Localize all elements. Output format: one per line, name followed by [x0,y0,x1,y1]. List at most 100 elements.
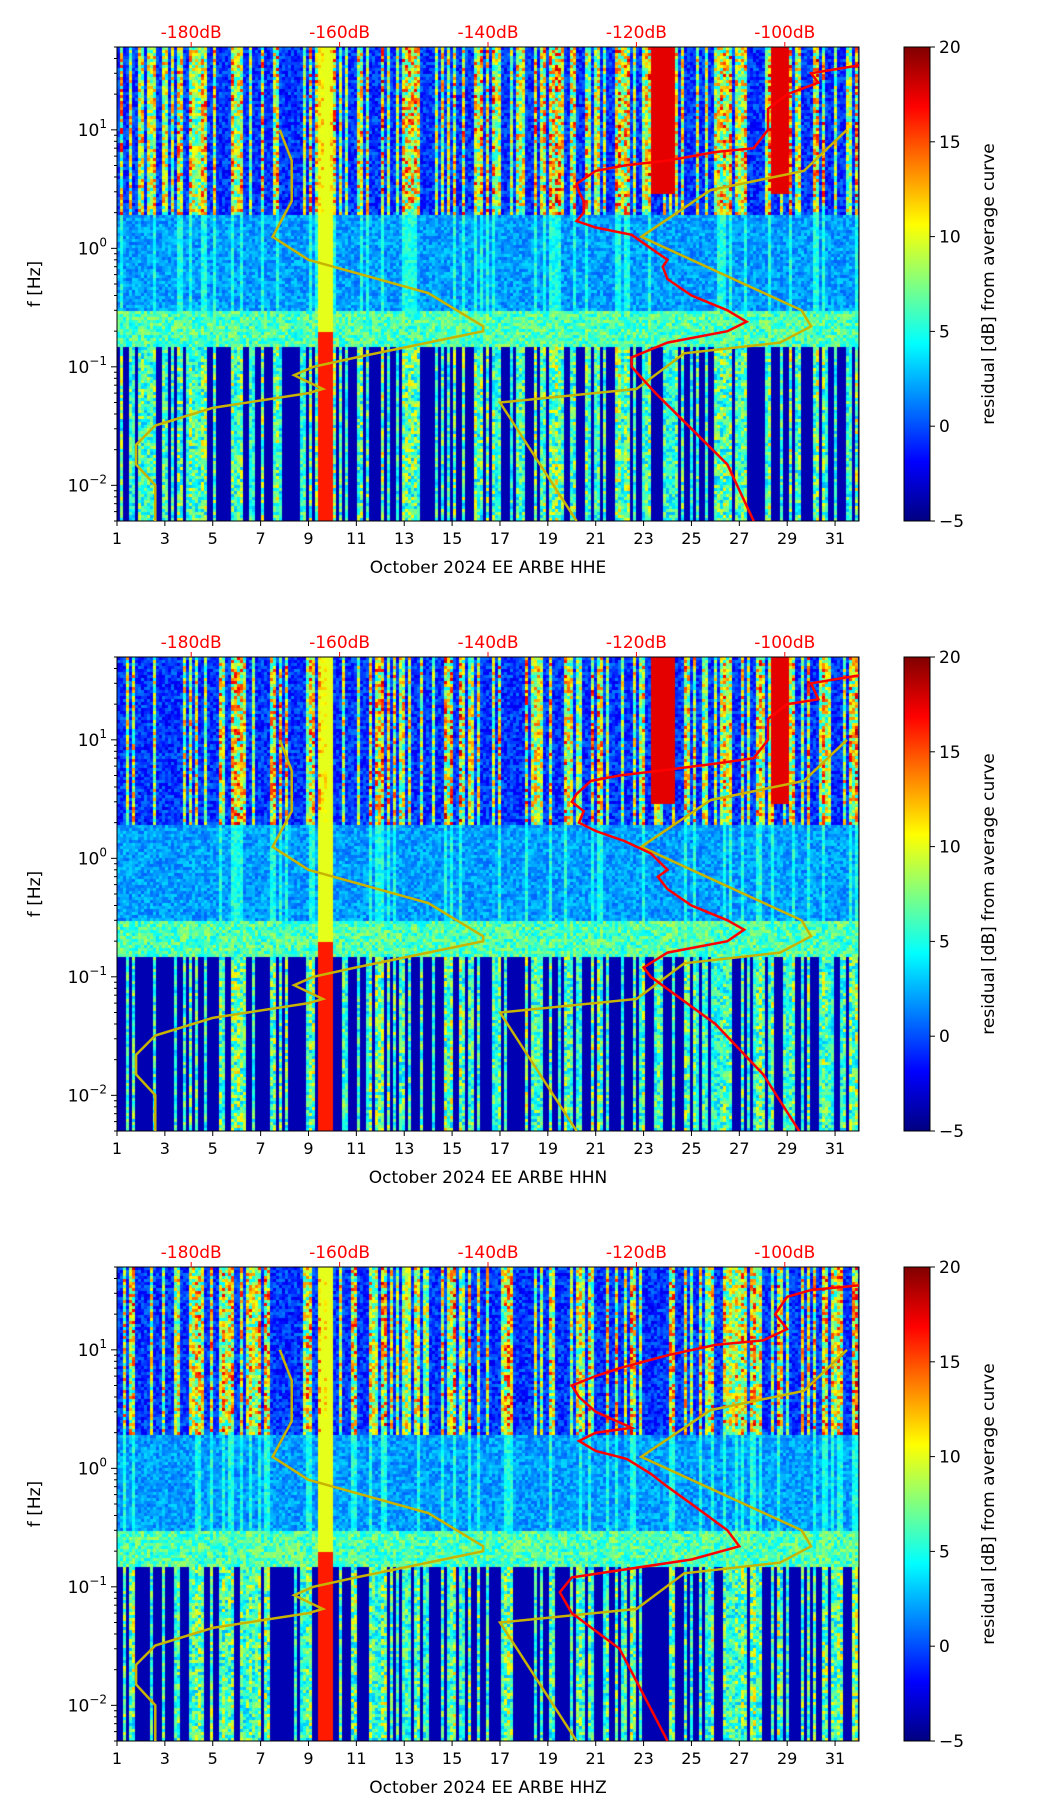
x-tick-label: 9 [303,1749,313,1768]
y-tick-base: 10 [78,121,100,141]
colorbar-label: residual [dB] from average curve [979,143,999,424]
x-tick-label: 31 [825,1139,845,1158]
top-tick-label: -140dB [457,23,518,43]
colorbar-tick-label: −5 [939,1122,964,1142]
x-tick-label: 17 [490,1139,510,1158]
colorbar-tick-label: 20 [939,38,961,58]
top-tick-label: -160dB [309,1243,370,1263]
x-axis-label: October 2024 EE ARBE HHN [369,1168,608,1188]
y-tick-exponent: −1 [89,354,107,368]
x-tick-label: 1 [112,529,122,548]
y-tick-label: 101 [78,1337,107,1361]
colorbar-tick-label: 0 [939,1027,950,1047]
colorbar-tick-label: 15 [939,743,961,763]
y-tick-base: 10 [68,1578,90,1598]
plot-frame [116,656,860,1132]
y-tick-label: 100 [78,235,107,259]
y-tick-label: 10−2 [68,1082,107,1106]
x-tick-label: 13 [394,1139,414,1158]
x-tick-label: 19 [538,529,558,548]
colorbar-tick-label: 5 [939,322,950,342]
x-tick-label: 1 [112,1139,122,1158]
colorbar-tick-label: −5 [939,512,964,532]
top-tick-label: -180dB [161,23,222,43]
x-tick-label: 29 [777,529,797,548]
y-tick-label: 10−1 [68,1574,107,1598]
x-tick-label: 11 [346,1139,366,1158]
y-tick-base: 10 [78,731,100,751]
x-axis-label: October 2024 EE ARBE HHZ [369,1778,606,1798]
y-tick-base: 10 [68,358,90,378]
y-tick-label: 10−1 [68,354,107,378]
colorbar-label: residual [dB] from average curve [979,753,999,1034]
x-tick-label: 7 [256,1749,266,1768]
spectrogram-image [117,47,859,521]
high-noise-model-curve [497,738,848,1131]
colorbar-tick-label: 10 [939,1448,961,1468]
x-tick-label: 5 [208,1139,218,1158]
y-tick-exponent: −2 [89,1082,107,1096]
colorbar-label: residual [dB] from average curve [979,1363,999,1644]
x-tick-label: 3 [160,1139,170,1158]
x-tick-label: 29 [777,1749,797,1768]
spectrogram-image [117,657,859,1131]
top-tick-label: -100dB [754,1243,815,1263]
colorbar-tick-label: 10 [939,228,961,248]
colorbar-tick-label: 20 [939,648,961,668]
y-tick-base: 10 [78,1459,100,1479]
colorbar-tick-label: 0 [939,1637,950,1657]
x-tick-label: 27 [729,529,749,548]
y-tick-exponent: 0 [99,1455,107,1469]
colorbar [903,656,931,1132]
y-tick-exponent: −1 [89,1574,107,1588]
top-tick-label: -100dB [754,633,815,653]
x-tick-label: 9 [303,1139,313,1158]
high-noise-model-curve [497,128,848,521]
x-tick-label: 9 [303,529,313,548]
x-tick-label: 23 [633,1139,653,1158]
y-tick-exponent: 1 [99,1337,107,1351]
x-tick-label: 7 [256,1139,266,1158]
y-tick-base: 10 [78,239,100,259]
x-tick-label: 25 [681,1749,701,1768]
x-tick-label: 21 [586,529,606,548]
x-tick-label: 21 [586,1139,606,1158]
low-noise-model-curve [134,1349,485,1741]
y-tick-exponent: −2 [89,472,107,486]
top-tick-label: -180dB [161,1243,222,1263]
colorbar [903,1266,931,1742]
x-tick-label: 15 [442,1749,462,1768]
y-tick-base: 10 [68,1086,90,1106]
y-tick-label: 101 [78,117,107,141]
top-tick-label: -120dB [606,633,667,653]
y-tick-exponent: 0 [99,845,107,859]
colorbar-tick-label: 15 [939,1353,961,1373]
spectrogram-image [117,1267,859,1741]
x-tick-label: 25 [681,529,701,548]
x-tick-label: 23 [633,529,653,548]
x-tick-label: 27 [729,1749,749,1768]
y-tick-base: 10 [78,1341,100,1361]
x-tick-label: 3 [160,1749,170,1768]
top-tick-label: -140dB [457,1243,518,1263]
x-tick-label: 3 [160,529,170,548]
y-axis-label: f [Hz] [25,261,45,307]
y-tick-exponent: 1 [99,117,107,131]
y-tick-label: 10−2 [68,1692,107,1716]
y-tick-base: 10 [68,1696,90,1716]
y-tick-base: 10 [68,968,90,988]
x-tick-label: 17 [490,529,510,548]
colorbar-tick-label: 5 [939,1542,950,1562]
x-tick-label: 19 [538,1749,558,1768]
x-tick-label: 5 [208,1749,218,1768]
average-psd-curve [574,64,859,521]
y-tick-label: 100 [78,1455,107,1479]
x-tick-label: 31 [825,529,845,548]
low-noise-model-curve [134,739,485,1131]
x-tick-label: 29 [777,1139,797,1158]
y-tick-label: 101 [78,727,107,751]
